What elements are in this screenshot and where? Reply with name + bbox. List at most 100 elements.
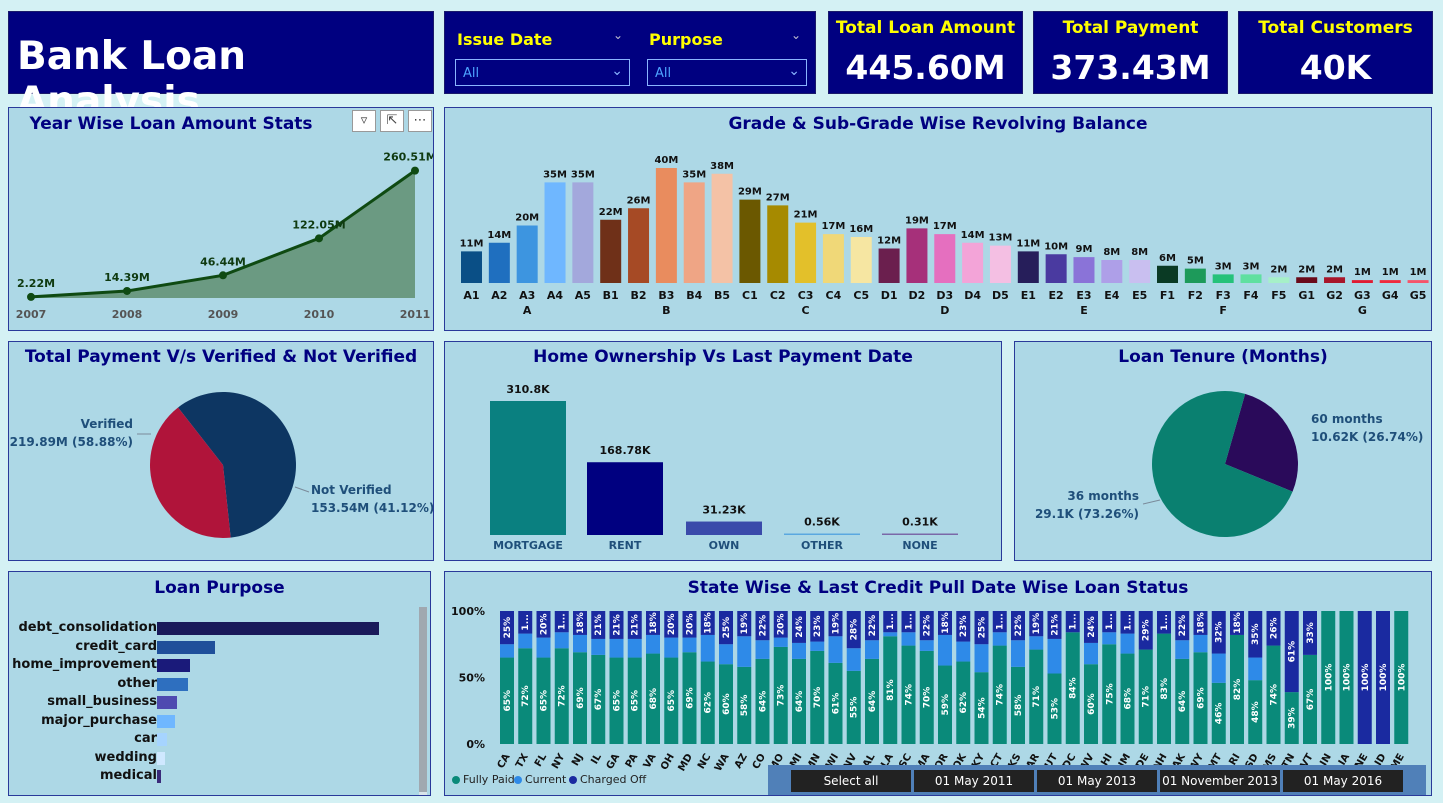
x-tick-label: A1: [463, 289, 479, 302]
purpose-bar: [157, 640, 215, 654]
data-label: 168.78K: [600, 444, 651, 457]
current-segment: [846, 648, 861, 671]
data-label: 68%: [649, 688, 659, 710]
x-tick-label: B3: [658, 289, 674, 302]
data-label: 18%: [1233, 612, 1243, 634]
purpose-bar: [157, 622, 379, 635]
purpose-bar: [157, 714, 175, 728]
slicer-may-2011[interactable]: 01 May 2011: [914, 770, 1034, 792]
data-label: 8M: [1103, 247, 1120, 258]
x-tick-label: E5: [1132, 289, 1147, 302]
kpi-label: Total Customers: [1258, 18, 1413, 38]
data-label: 100%: [1324, 664, 1334, 692]
x-tick-label: 2011: [400, 308, 431, 321]
data-label: 1...: [905, 613, 915, 630]
data-label: 21M: [794, 210, 818, 221]
group-label: C: [802, 304, 810, 317]
data-label: 2M: [1298, 264, 1315, 275]
purpose-label: car: [134, 731, 157, 746]
charged-off-segment: [792, 611, 806, 643]
charged-off-segment: [1102, 611, 1117, 633]
issue-date-select[interactable]: All ⌄: [455, 59, 630, 86]
chevron-down-icon[interactable]: ⌄: [613, 28, 624, 42]
chevron-down-icon[interactable]: ⌄: [791, 28, 802, 42]
current-segment: [536, 637, 551, 658]
x-tick-label: GA: [605, 752, 623, 772]
fully-paid-segment: [1303, 654, 1317, 744]
purpose-label: wedding: [94, 749, 157, 765]
fully-paid-segment: [1266, 645, 1281, 744]
slice-label: 219.89M (58.88%): [10, 435, 133, 449]
x-tick-label: A5: [575, 289, 591, 302]
slicer-may-2013[interactable]: 01 May 2013: [1037, 770, 1157, 792]
scrollbar-track[interactable]: [419, 607, 427, 795]
x-tick-label: E1: [1021, 289, 1036, 302]
x-tick-label: ID: [1373, 752, 1389, 768]
grade-bar: [1129, 260, 1151, 283]
x-tick-label: F1: [1160, 289, 1175, 302]
data-label: 58%: [1014, 695, 1024, 717]
charged-off-segment: [554, 611, 569, 633]
fully-paid-segment: [1084, 664, 1098, 744]
x-tick-label: F3: [1216, 289, 1231, 302]
fully-paid-segment: [1157, 633, 1171, 744]
data-label: 100%: [1361, 664, 1371, 692]
data-label: 72%: [558, 685, 568, 707]
slicer-select-all[interactable]: Select all: [791, 770, 911, 792]
data-label: 20%: [540, 614, 550, 636]
grade-bar: [767, 205, 789, 283]
fully-paid-segment: [1321, 611, 1336, 744]
charged-off-segment: [573, 611, 587, 635]
grade-bar: [878, 248, 900, 283]
data-label: 65%: [631, 690, 641, 712]
data-label: 28%: [850, 619, 860, 641]
current-segment: [865, 640, 879, 659]
x-tick-label: C2: [770, 289, 786, 302]
charged-off-segment: [1157, 611, 1171, 634]
data-label: 5M: [1187, 256, 1204, 267]
x-tick-label: B5: [714, 289, 730, 302]
data-point: [27, 292, 35, 301]
x-tick-label: IN: [1318, 752, 1334, 768]
data-label: 18%: [649, 612, 659, 634]
group-label: E: [1080, 304, 1088, 317]
grade-bar: [572, 182, 594, 283]
charged-off-segment: [883, 611, 898, 633]
legend-dot: [569, 776, 577, 784]
data-point: [123, 286, 131, 295]
data-label: 1M: [1354, 267, 1371, 278]
x-tick-label: A3: [519, 289, 535, 302]
fully-paid-segment: [1011, 666, 1025, 744]
charged-off-segment: [1047, 611, 1062, 639]
charged-off-segment: [536, 611, 551, 638]
purpose-select[interactable]: All ⌄: [647, 59, 807, 86]
data-label: 60%: [1087, 693, 1097, 715]
charged-off-segment: [938, 611, 952, 635]
x-tick-label: 2010: [304, 308, 335, 321]
x-tick-label: C5: [853, 289, 869, 302]
charged-off-segment: [646, 611, 660, 635]
data-label: 18%: [704, 612, 714, 634]
more-options-icon[interactable]: ⋯: [408, 110, 432, 132]
data-point: [315, 234, 323, 243]
focus-mode-icon[interactable]: ⇱: [380, 110, 404, 132]
legend-dot: [452, 776, 460, 784]
kpi-value: 40K: [1299, 48, 1372, 87]
x-tick-label: D2: [909, 289, 926, 302]
slicer-may-2016[interactable]: 01 May 2016: [1283, 770, 1403, 792]
charged-off-segment: [682, 611, 697, 638]
x-tick-label: B4: [686, 289, 702, 302]
charged-off-segment: [1357, 611, 1372, 744]
legend-charged-off: Charged Off: [569, 773, 646, 786]
grade-bar: [1017, 251, 1039, 283]
charged-off-segment: [737, 611, 752, 637]
slicer-nov-2013[interactable]: 01 November 2013: [1160, 770, 1280, 792]
data-label: 83%: [1160, 678, 1170, 700]
filter-icon[interactable]: ▿: [352, 110, 376, 132]
charged-off-segment: [1011, 611, 1025, 641]
current-segment: [938, 634, 952, 666]
charged-off-segment: [591, 611, 606, 639]
grade-bar: [683, 182, 705, 283]
scrollbar-thumb[interactable]: [419, 607, 427, 792]
charged-off-segment: [1084, 611, 1098, 643]
